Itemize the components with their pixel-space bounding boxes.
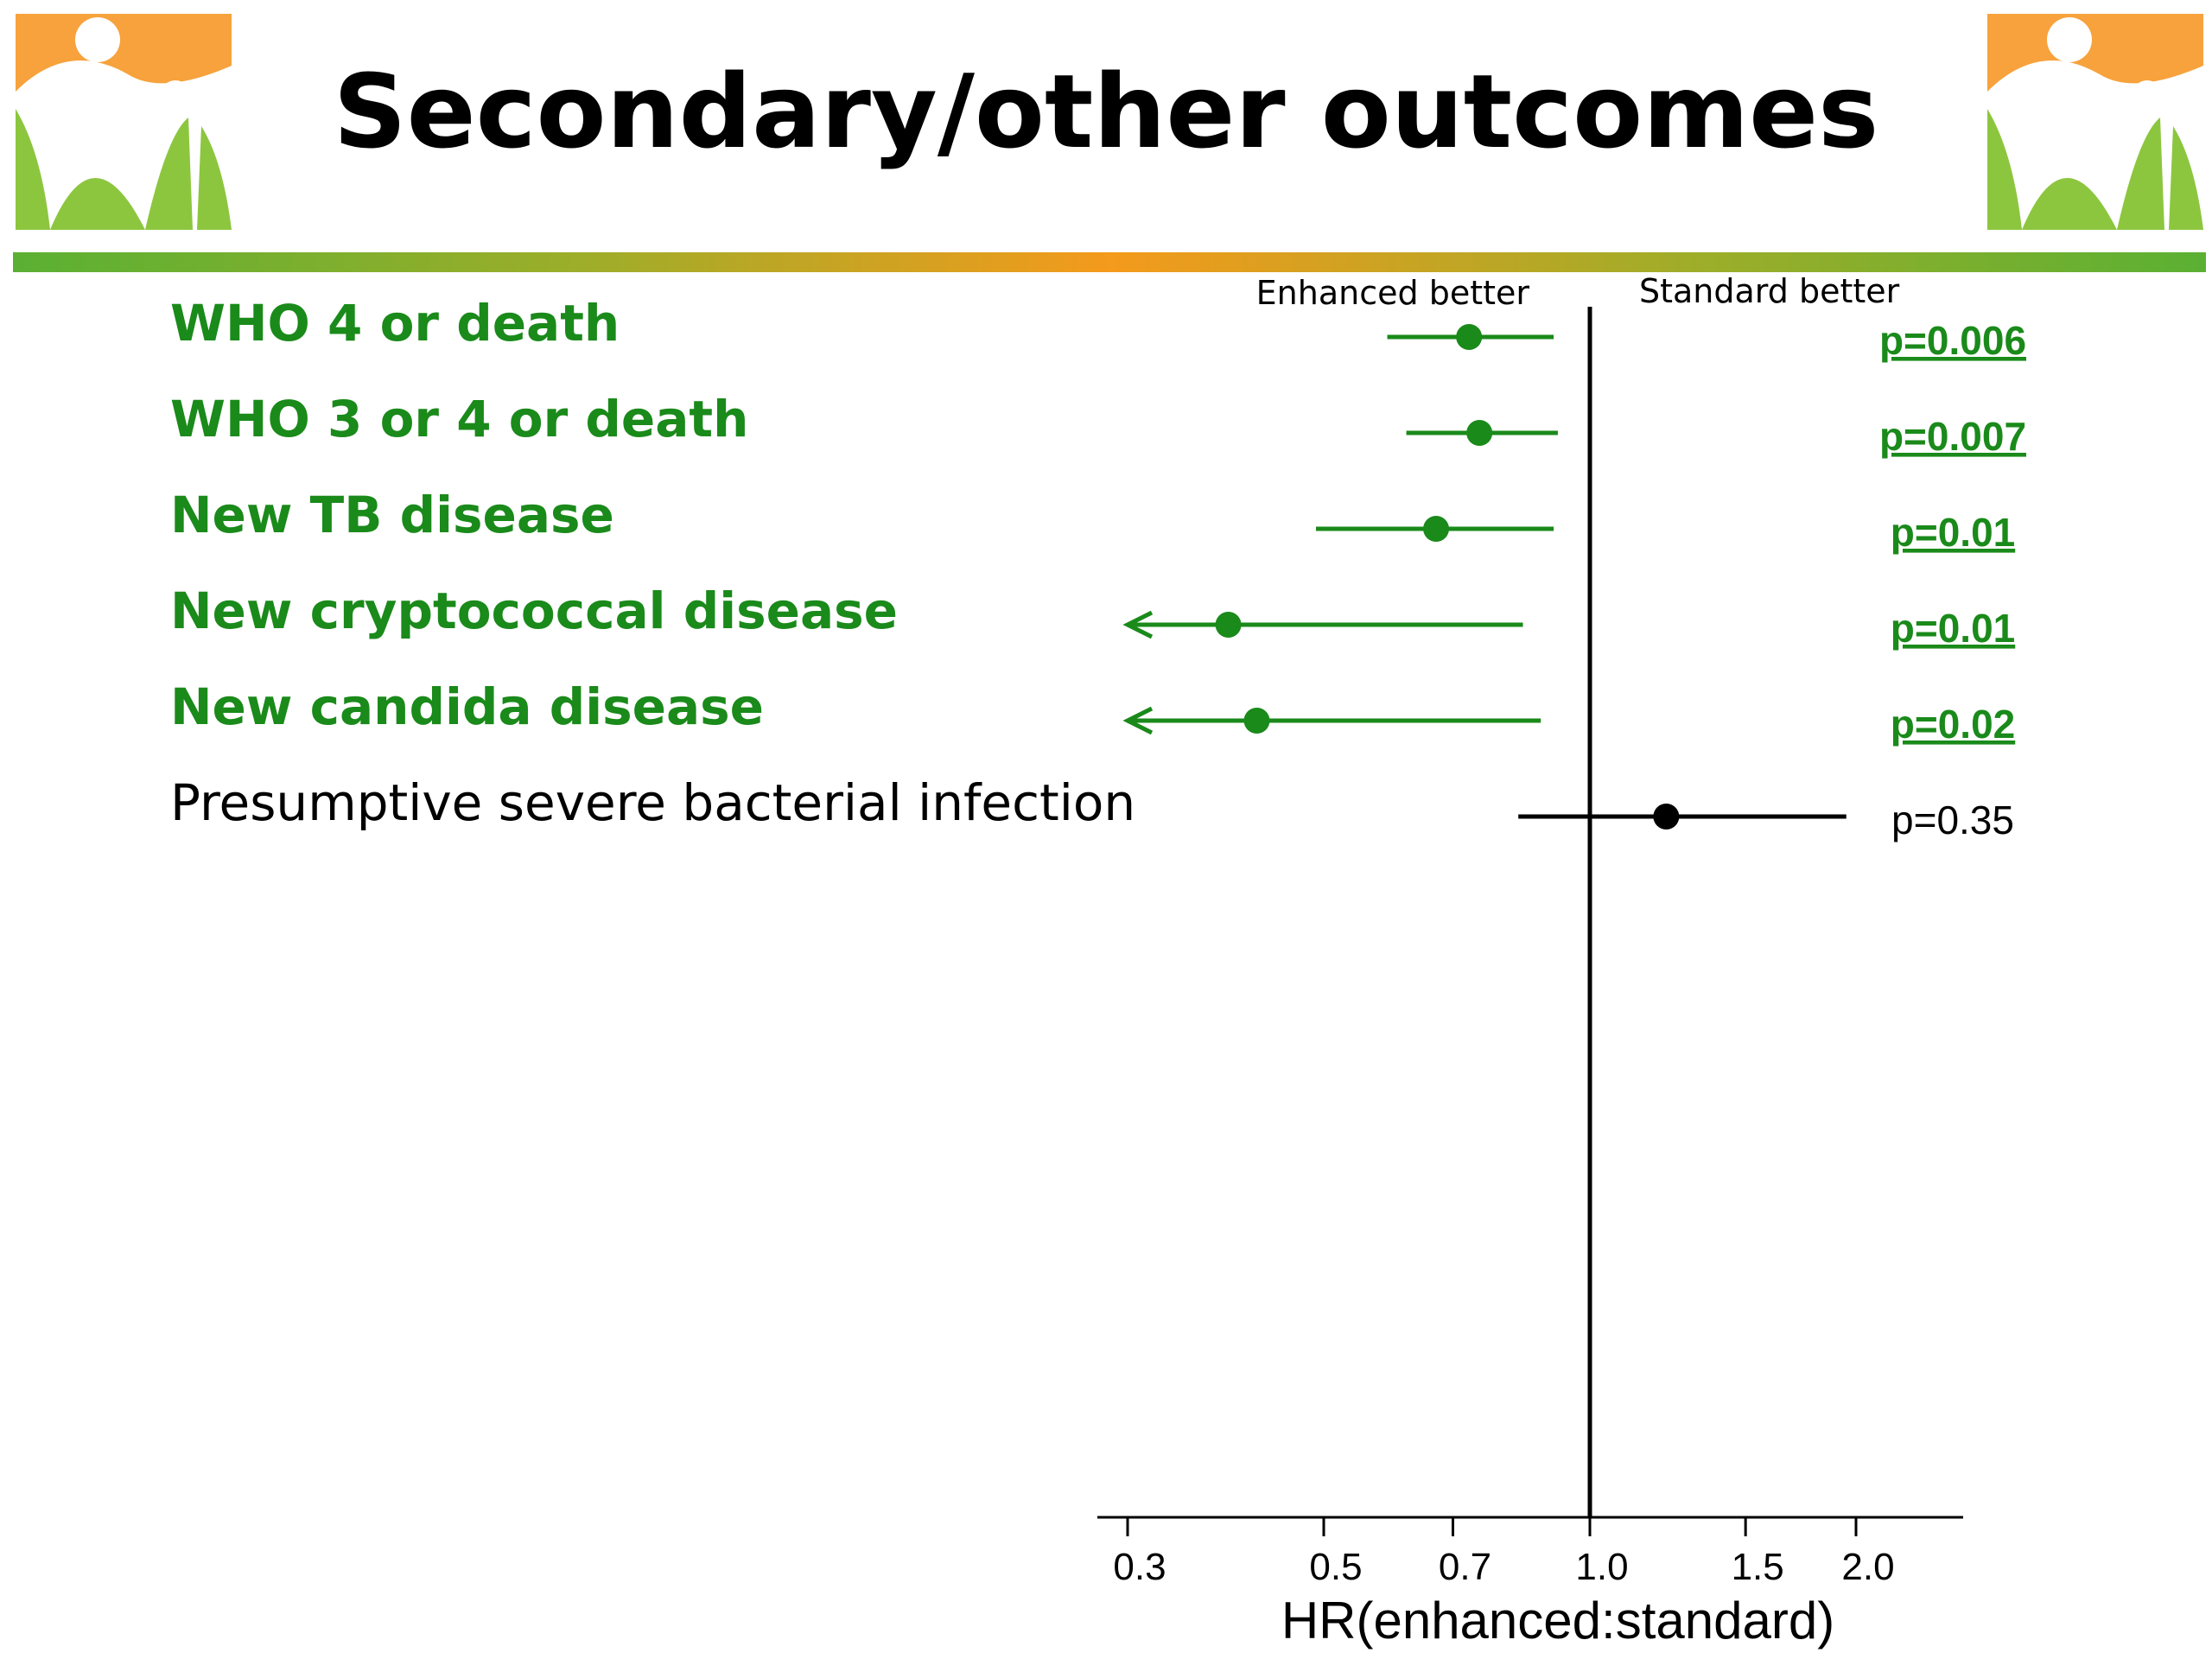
hr-point <box>1653 804 1680 830</box>
p-value: p=0.01 <box>1891 510 2016 555</box>
x-tick-label: 1.0 <box>1575 1546 1628 1588</box>
x-tick-label: 0.3 <box>1113 1546 1166 1588</box>
outcome-label: New cryptococcal disease <box>170 582 898 640</box>
ci-arrow-icon <box>1122 610 1154 639</box>
hr-point <box>1423 516 1450 542</box>
hr-point <box>1456 324 1483 350</box>
p-value: p=0.007 <box>1879 414 2026 459</box>
hr-point <box>1243 708 1270 734</box>
direction-label-right: Standard better <box>1639 272 1900 310</box>
p-value: p=0.02 <box>1891 702 2016 747</box>
p-value: p=0.35 <box>1891 798 2014 842</box>
family-logo-icon <box>1987 14 2203 230</box>
hr-point <box>1466 420 1493 446</box>
x-axis-title: HR(enhanced:standard) <box>1281 1592 1834 1649</box>
outcome-label: WHO 3 or 4 or death <box>170 390 748 448</box>
outcome-label: New candida disease <box>170 677 764 736</box>
outcome-label: WHO 4 or death <box>170 294 620 353</box>
x-tick-label: 0.7 <box>1439 1546 1491 1588</box>
outcome-label: Presumptive severe bacterial infection <box>170 773 1135 832</box>
x-tick-label: 0.5 <box>1309 1546 1362 1588</box>
direction-label-left: Enhanced better <box>1256 274 1530 312</box>
hr-point <box>1215 612 1242 638</box>
p-value: p=0.01 <box>1891 606 2016 651</box>
ci-arrow-icon <box>1122 706 1154 735</box>
outcome-label: New TB disease <box>170 486 614 544</box>
family-logo-icon <box>16 14 232 230</box>
x-tick-label: 1.5 <box>1732 1546 1784 1588</box>
title-divider <box>13 252 2206 272</box>
slide-title: Secondary/other outcomes <box>333 52 1879 171</box>
x-tick-label: 2.0 <box>1841 1546 1894 1588</box>
p-value: p=0.006 <box>1879 318 2026 363</box>
